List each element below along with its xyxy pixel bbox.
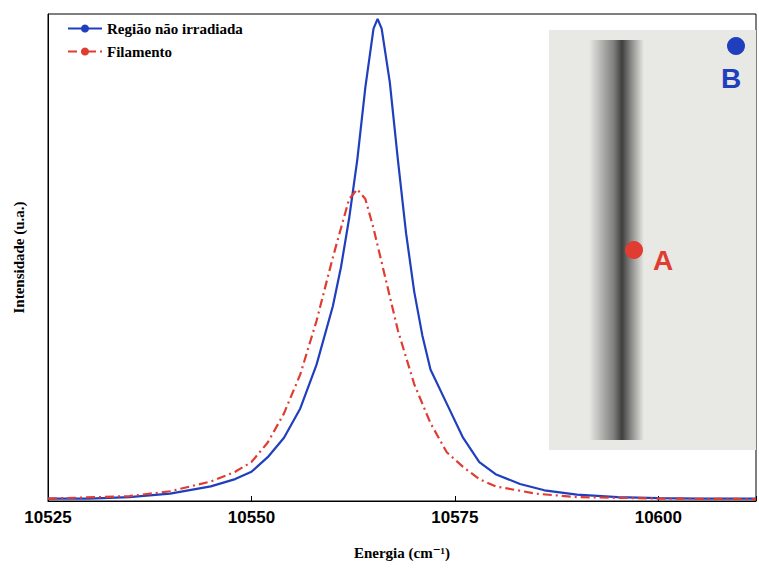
svg-text:A: A (653, 245, 673, 276)
svg-text:10550: 10550 (228, 508, 275, 527)
svg-text:10525: 10525 (24, 508, 71, 527)
svg-text:Região não irradiada: Região não irradiada (107, 21, 243, 37)
svg-text:Intensidade (u.a.): Intensidade (u.a.) (11, 201, 28, 313)
svg-text:Filamento: Filamento (107, 44, 172, 60)
svg-text:Energia (cm⁻¹): Energia (cm⁻¹) (354, 545, 450, 562)
svg-text:10600: 10600 (635, 508, 682, 527)
svg-text:10575: 10575 (431, 508, 478, 527)
svg-text:B: B (721, 63, 741, 94)
